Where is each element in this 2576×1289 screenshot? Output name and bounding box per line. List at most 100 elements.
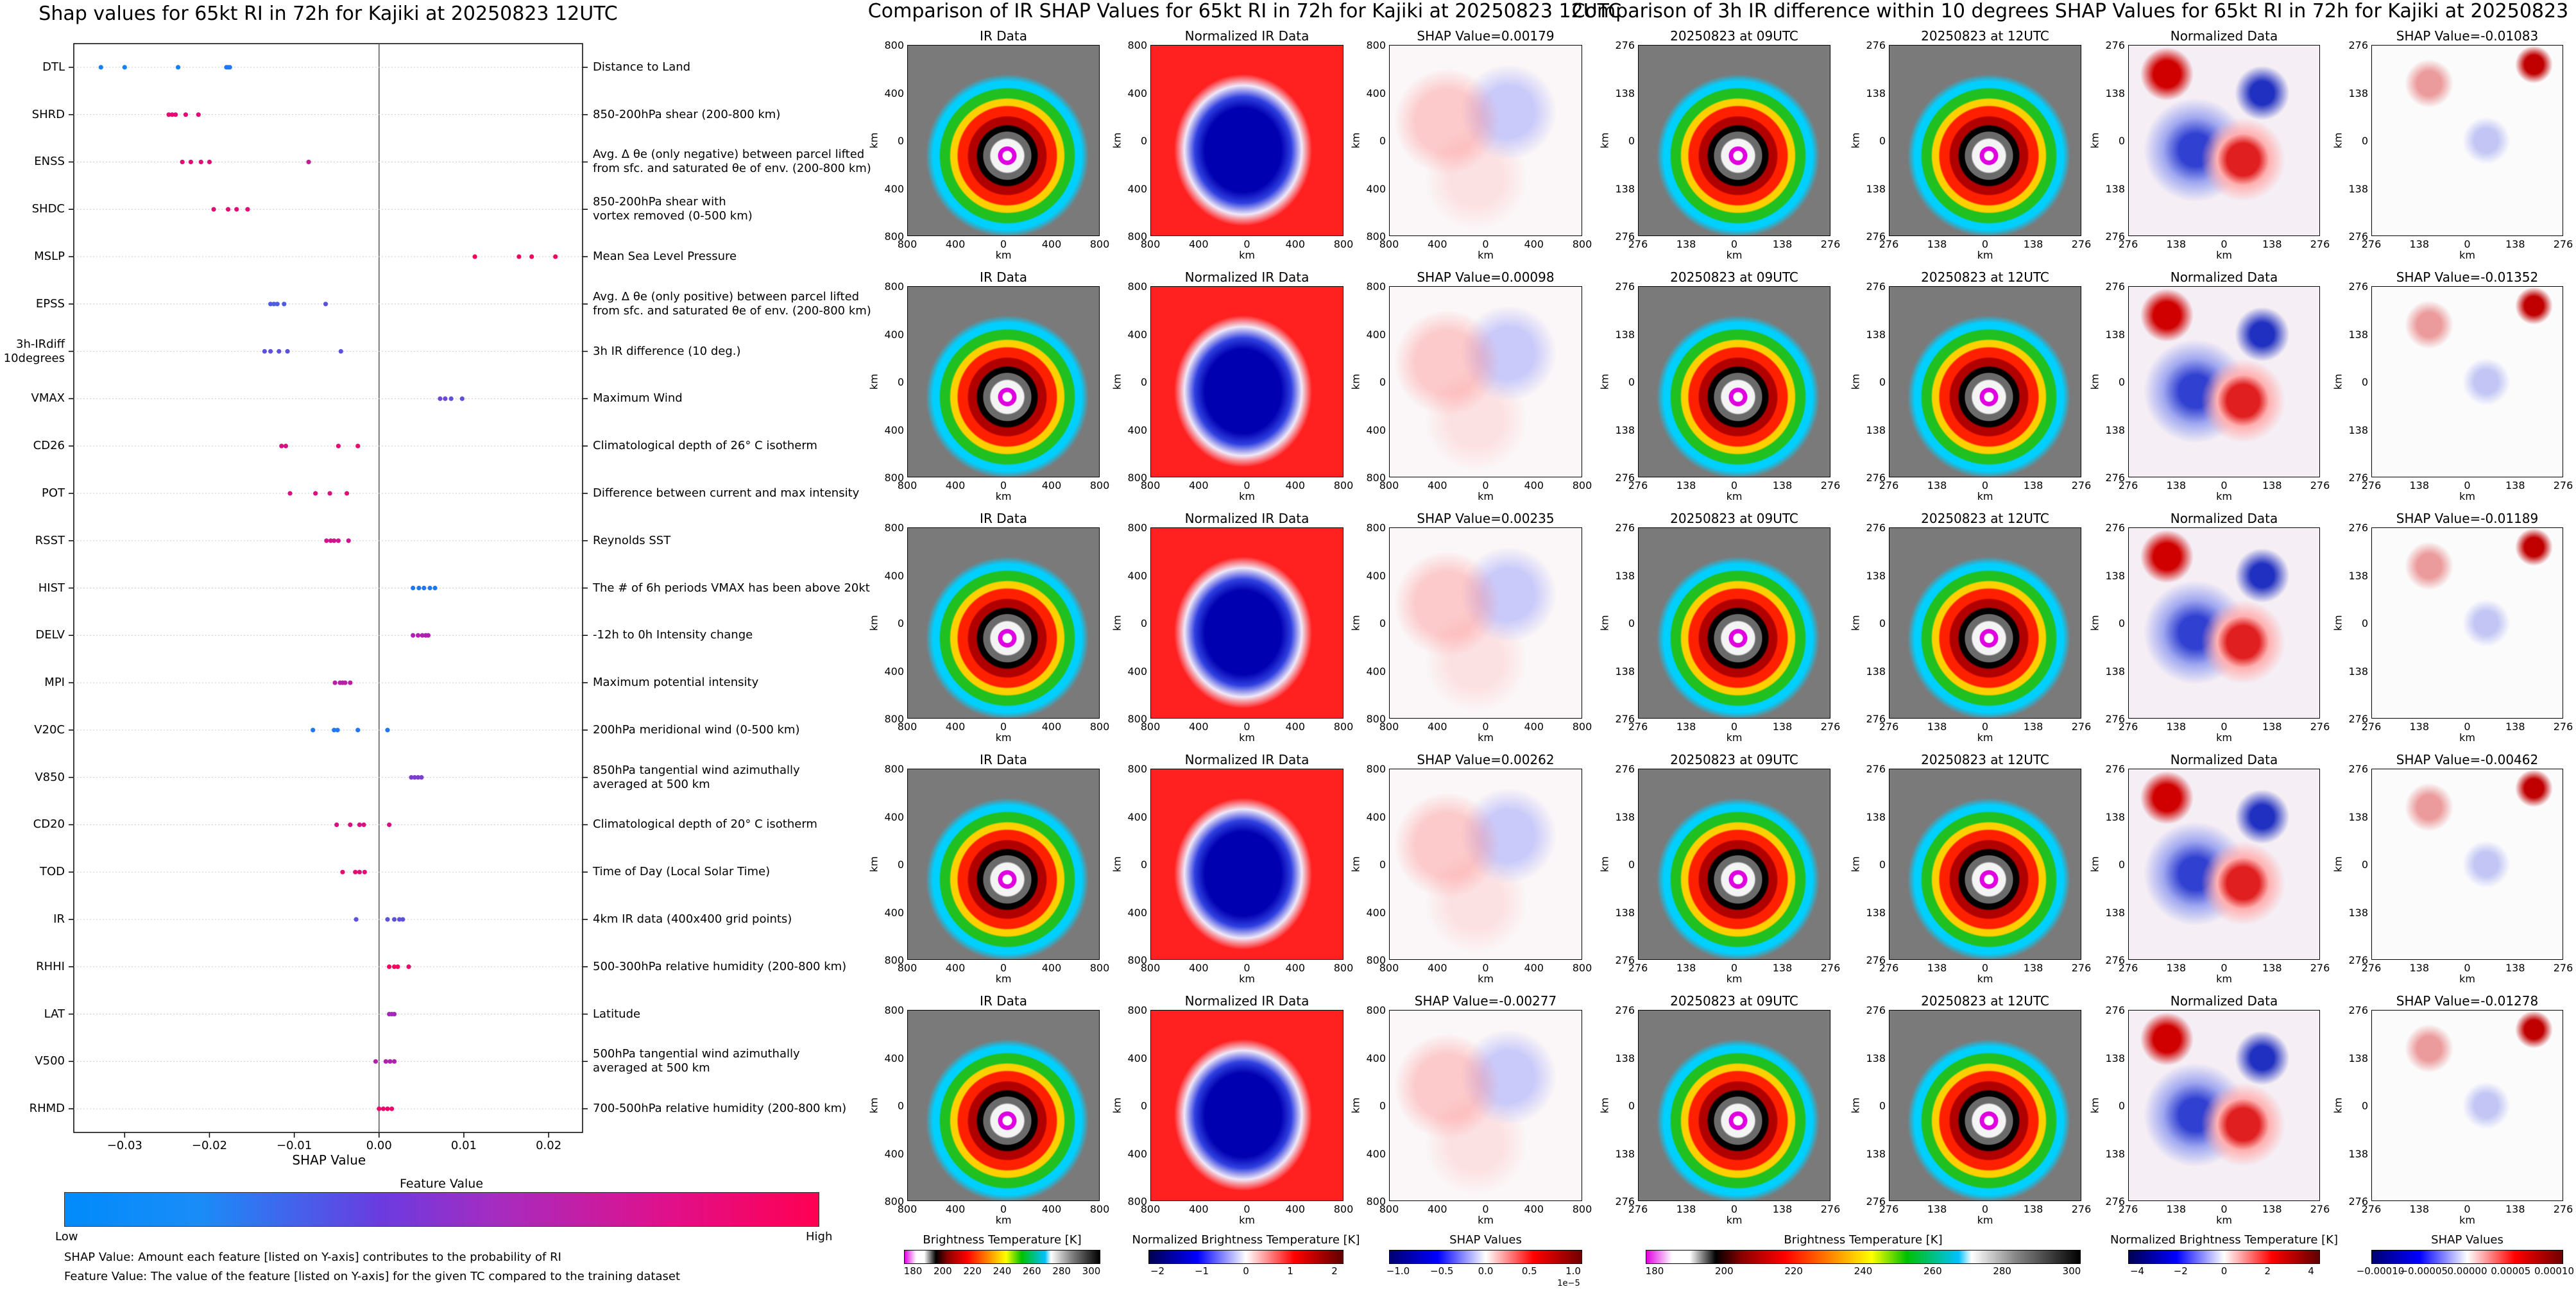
right-norm-x-tick-label: 276 xyxy=(2310,721,2330,733)
mid-ir-x-tick-label: 800 xyxy=(897,1203,917,1215)
right-shap-x-axis-label: km xyxy=(2459,731,2475,744)
right-shapcb-tick: −0.00010 xyxy=(2356,1265,2405,1277)
right-ir12-x-tick-label: 0 xyxy=(1981,479,1989,491)
mid-ir-y-tick-label: 800 xyxy=(884,1004,904,1016)
mid-shapcb-tick: 1.0 xyxy=(1565,1265,1581,1277)
right-norm-y-tick-label: 0 xyxy=(2118,376,2125,388)
mid-norm-x-tick-label: 800 xyxy=(1333,721,1354,733)
right-ir09-y-axis-label: km xyxy=(1598,1097,1611,1114)
right-ir09-y-tick-label: 138 xyxy=(1615,1052,1635,1064)
normalized-data-title: Normalized Data xyxy=(2170,993,2278,1009)
mid-norm-y-tick-label: 800 xyxy=(1127,713,1147,725)
right-ir09-y-tick-label: 276 xyxy=(1615,280,1635,293)
mid-norm-x-tick-label: 0 xyxy=(1243,479,1250,491)
mid-norm-y-tick-label: 800 xyxy=(1127,230,1147,243)
shap-point xyxy=(306,159,311,165)
mid-ir-x-tick-label: 400 xyxy=(945,238,966,250)
right-shap-y-tick-label: 276 xyxy=(2348,472,2368,484)
mid-shap-y-tick-label: 0 xyxy=(1379,376,1386,388)
right-ir09-x-tick-label: 138 xyxy=(1676,1203,1696,1215)
mid-shap-x-tick-label: 800 xyxy=(1572,721,1592,733)
right-norm-y-tick-label: 138 xyxy=(2105,1052,2125,1064)
right-ir09-y-tick-label: 0 xyxy=(1628,858,1635,871)
mid-norm-x-tick-label: 800 xyxy=(1140,238,1161,250)
right-ir12-y-tick-label: 138 xyxy=(1866,569,1886,582)
shap-point xyxy=(416,585,422,591)
feature-name: 10degrees xyxy=(3,351,65,365)
right-norm-x-tick-label: 276 xyxy=(2118,721,2138,733)
mid-shap-x-axis-label: km xyxy=(1478,1214,1494,1226)
right-ir09-x-tick-label: 138 xyxy=(1772,1203,1793,1215)
right-ir12-x-tick-label: 138 xyxy=(1927,238,1947,250)
mid-shap-x-axis-label: km xyxy=(1478,490,1494,502)
right-shap-y-tick-label: 138 xyxy=(2348,906,2368,919)
shap-point xyxy=(348,822,353,828)
right-norm-y-tick-label: 276 xyxy=(2105,522,2125,534)
shap-point xyxy=(348,680,353,685)
feature-name: ENSS xyxy=(34,155,65,169)
right-ir09-x-tick-label: 276 xyxy=(1628,238,1648,250)
mid-norm-y-tick-label: 400 xyxy=(1127,423,1147,436)
normalized-data-title: Normalized Data xyxy=(2170,511,2278,526)
mid-shap-x-axis-label: km xyxy=(1478,249,1494,261)
normalized-ir-image xyxy=(1150,45,1343,236)
right-norm-x-tick-label: 138 xyxy=(2262,962,2282,974)
shap-point xyxy=(340,869,345,875)
feature-description: vortex removed (0-500 km) xyxy=(593,209,753,223)
shap-point xyxy=(389,1106,395,1111)
shap-point xyxy=(553,254,558,259)
mid-bt-tick: 180 xyxy=(903,1265,923,1277)
right-shap-x-tick-label: 138 xyxy=(2505,721,2525,733)
feature-description: 850-200hPa shear (200-800 km) xyxy=(593,107,781,121)
mid-ir-y-tick-label: 400 xyxy=(884,810,904,823)
right-shap-y-tick-label: 276 xyxy=(2348,713,2368,725)
diff-shap-value-title: SHAP Value=-0.01189 xyxy=(2396,511,2539,526)
right-ir09-x-tick-label: 276 xyxy=(1820,962,1841,974)
right-norm-y-axis-label: km xyxy=(2088,373,2101,390)
right-shap-y-axis-label: km xyxy=(2332,373,2344,390)
right-ir09-y-axis-label: km xyxy=(1598,856,1611,873)
right-shap-x-tick-label: 276 xyxy=(2553,479,2573,491)
mid-norm-x-tick-label: 400 xyxy=(1188,721,1209,733)
mid-shap-x-tick-label: 400 xyxy=(1427,479,1447,491)
mid-bt-tick: 260 xyxy=(1023,1265,1041,1277)
x-tick-label: 0.01 xyxy=(450,1139,477,1152)
right-norm-x-tick-label: 138 xyxy=(2166,962,2187,974)
mid-ir-y-axis-label: km xyxy=(867,1097,880,1114)
mid-shap-y-tick-label: 800 xyxy=(1366,39,1386,51)
shap-point xyxy=(406,964,411,969)
right-shap-x-tick-label: 276 xyxy=(2361,1203,2382,1215)
mid-bt-tick: 280 xyxy=(1052,1265,1071,1277)
normalized-ir-image xyxy=(1150,286,1343,477)
shap-point xyxy=(335,728,340,733)
note-shap: SHAP Value: Amount each feature [listed … xyxy=(64,1251,561,1264)
right-shap-y-axis-label: km xyxy=(2332,132,2344,149)
right-ir12-y-axis-label: km xyxy=(1849,132,1862,149)
note-feature: Feature Value: The value of the feature … xyxy=(64,1270,681,1283)
right-ir12-y-tick-label: 138 xyxy=(1866,1052,1886,1064)
right-norm-x-axis-label: km xyxy=(2216,731,2232,744)
mid-shap-y-tick-label: 400 xyxy=(1366,569,1386,582)
right-norm-x-tick-label: 0 xyxy=(2221,962,2228,974)
ir-12utc-title: 20250823 at 12UTC xyxy=(1921,752,2049,767)
right-ir12-x-tick-label: 276 xyxy=(1879,479,1899,491)
shap-point xyxy=(397,917,402,922)
right-shap-y-axis-label: km xyxy=(2332,1097,2344,1114)
right-ir12-x-tick-label: 276 xyxy=(2071,721,2092,733)
right-ir09-x-axis-label: km xyxy=(1726,731,1743,744)
feature-name: EPSS xyxy=(35,296,65,311)
shap-point xyxy=(395,964,400,969)
ir-diff-shap-title: Comparison of 3h IR difference within 10… xyxy=(1571,0,2576,22)
right-ir12-y-tick-label: 138 xyxy=(1866,182,1886,195)
mid-ir-y-tick-label: 0 xyxy=(897,1100,904,1112)
right-bt-label: Brightness Temperature [K] xyxy=(1784,1233,1943,1247)
mid-shap-y-tick-label: 800 xyxy=(1366,1195,1386,1208)
mid-nbt-colorbar xyxy=(1148,1250,1343,1264)
ir-09utc-title: 20250823 at 09UTC xyxy=(1670,511,1798,526)
normalized-ir-image xyxy=(1150,527,1343,719)
feature-description: Reynolds SST xyxy=(593,533,671,547)
right-ir12-x-tick-label: 0 xyxy=(1981,721,1989,733)
mid-norm-y-tick-label: 800 xyxy=(1127,280,1147,293)
mid-ir-x-tick-label: 400 xyxy=(1041,962,1062,974)
right-ir12-y-tick-label: 138 xyxy=(1866,906,1886,919)
